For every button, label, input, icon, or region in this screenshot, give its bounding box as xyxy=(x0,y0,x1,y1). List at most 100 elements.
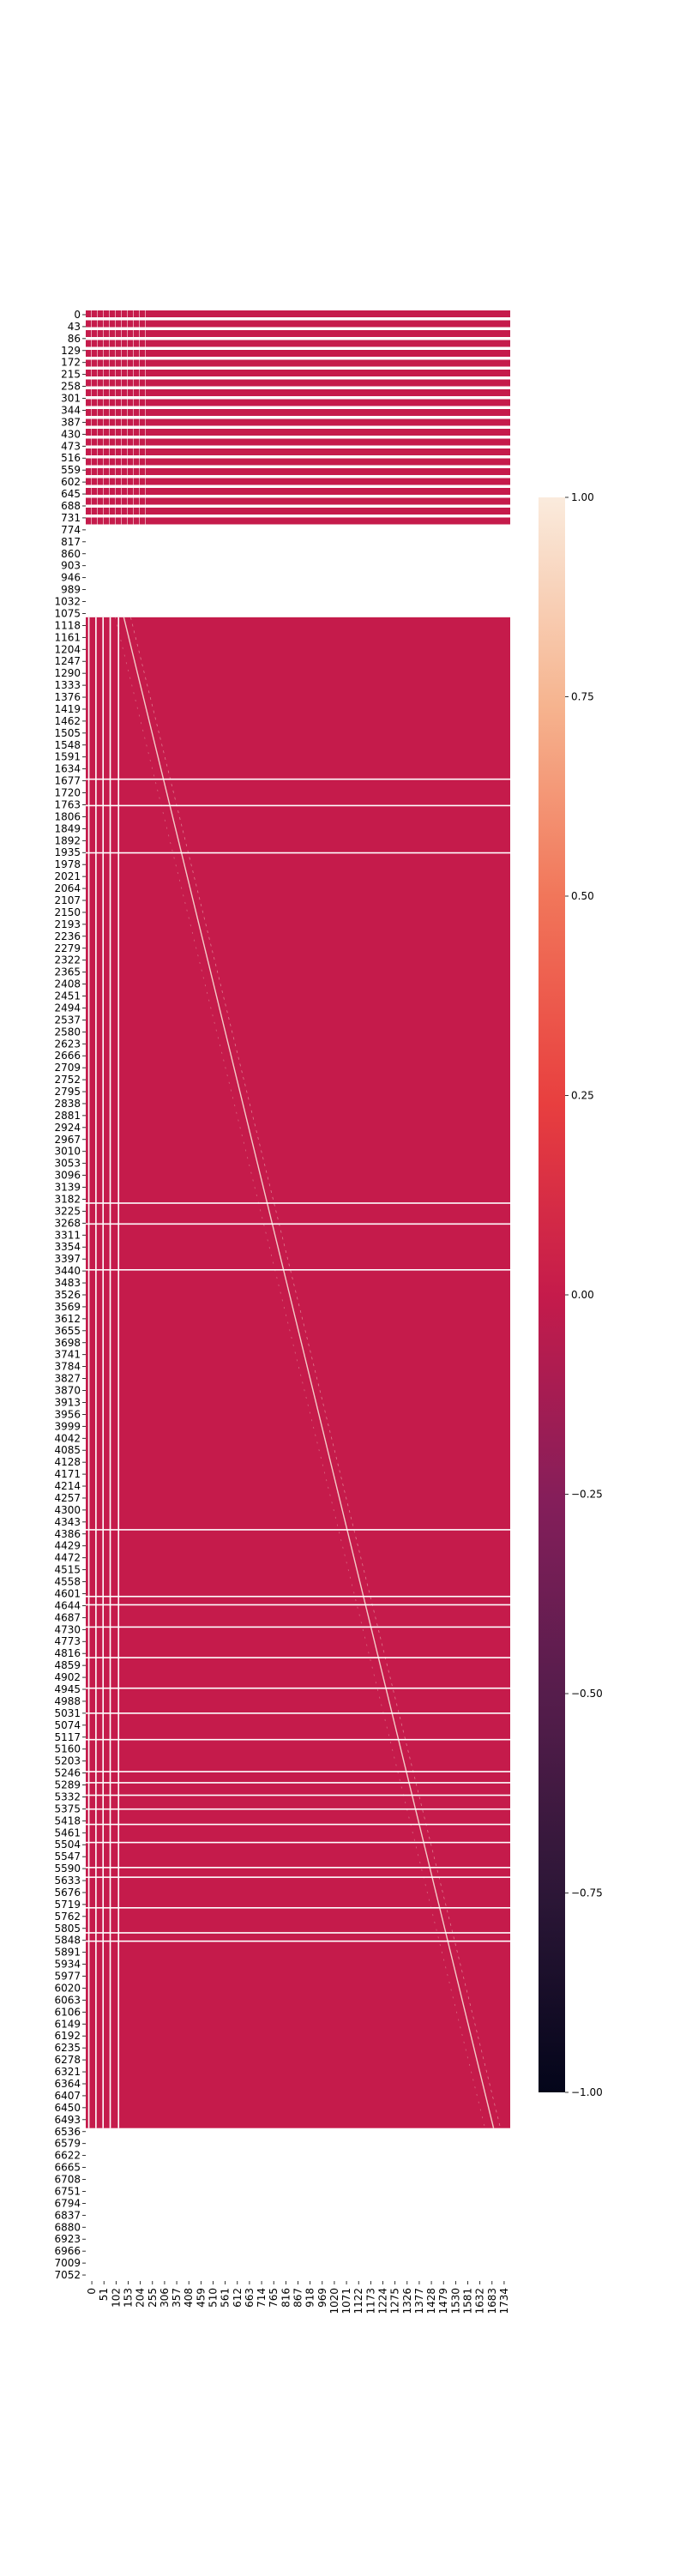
y-tick-label: 1247 xyxy=(54,655,81,667)
y-tick-label: 3311 xyxy=(54,1229,81,1241)
heatmap-stripe-gap xyxy=(91,330,92,337)
y-tick-label: 2666 xyxy=(54,1050,81,1062)
x-tick-label: 357 xyxy=(171,2288,183,2308)
heatmap-stripe-gap xyxy=(109,418,110,426)
y-tick-label: 6708 xyxy=(54,2174,81,2186)
heatmap-stripe-gap xyxy=(133,517,134,525)
y-tick-label: 6966 xyxy=(54,2245,81,2257)
heatmap-stripe-gap xyxy=(103,379,104,387)
heatmap-blank-row xyxy=(86,1771,510,1773)
heatmap-stripe-gap xyxy=(97,448,98,455)
heatmap-stripe-gap xyxy=(127,497,128,505)
heatmap-stripe-gap xyxy=(109,429,110,436)
heatmap-stripe-gap xyxy=(109,340,110,347)
x-tick-label: 510 xyxy=(208,2288,220,2308)
heatmap-stripe-gap xyxy=(121,478,122,485)
heatmap-stripe-gap xyxy=(145,508,146,515)
heatmap-stripe-gap xyxy=(115,508,116,515)
heatmap-stripe-gap xyxy=(121,409,122,416)
heatmap-stripe-gap xyxy=(133,478,134,485)
y-tick-label: 3913 xyxy=(54,1396,81,1408)
x-tick-label: 1581 xyxy=(462,2288,474,2314)
heatmap-stripe-gap xyxy=(133,438,134,446)
y-tick-label: 2451 xyxy=(54,990,81,1002)
heatmap-stripe xyxy=(86,370,510,376)
heatmap-stripe-gap xyxy=(91,379,92,387)
heatmap-stripe-gap xyxy=(127,448,128,455)
x-tick-label: 459 xyxy=(195,2288,207,2308)
y-tick-label: 6622 xyxy=(54,2150,81,2162)
heatmap-stripe-gap xyxy=(109,468,110,475)
heatmap-stripe-gap xyxy=(127,359,128,367)
heatmap-stripe-gap xyxy=(97,508,98,515)
y-tick-label: 387 xyxy=(61,416,81,428)
heatmap-blank-row xyxy=(86,1269,510,1271)
y-tick-label: 6794 xyxy=(54,2197,81,2209)
y-tick-label: 2193 xyxy=(54,918,81,930)
heatmap-blank-row xyxy=(86,1876,510,1878)
y-tick-label: 430 xyxy=(61,428,81,440)
heatmap-stripe-gap xyxy=(121,310,122,317)
heatmap-stripe-gap xyxy=(103,468,104,475)
x-tick-label: 1377 xyxy=(413,2288,425,2314)
heatmap-stripe-gap xyxy=(91,458,92,466)
heatmap-blank-row xyxy=(86,1202,510,1204)
heatmap-stripe-gap xyxy=(91,438,92,446)
x-tick-label: 204 xyxy=(135,2288,147,2308)
y-tick-label: 215 xyxy=(61,369,81,381)
colorbar-tick-label: −0.75 xyxy=(571,1887,603,1899)
y-tick-label: 1505 xyxy=(54,727,81,739)
heatmap-stripe-gap xyxy=(121,418,122,426)
y-tick-label: 5203 xyxy=(54,1755,81,1767)
heatmap-stripe-gap xyxy=(145,478,146,485)
x-tick-label: 561 xyxy=(220,2288,232,2308)
y-tick-label: 5977 xyxy=(54,1971,81,1983)
y-tick-label: 1204 xyxy=(54,643,81,655)
heatmap-stripe-gap xyxy=(139,508,140,515)
heatmap-stripe xyxy=(86,409,510,416)
y-tick-label: 2279 xyxy=(54,942,81,954)
y-tick-label: 2494 xyxy=(54,1002,81,1014)
x-tick-label: 255 xyxy=(147,2288,159,2308)
y-tick-label: 5418 xyxy=(54,1815,81,1827)
colorbar-tick-label: −0.25 xyxy=(571,1489,603,1501)
heatmap-blank-row xyxy=(86,1940,510,1942)
heatmap-stripe xyxy=(86,399,510,406)
y-tick-label: 4042 xyxy=(54,1432,81,1444)
heatmap-stripe-gap xyxy=(133,340,134,347)
y-tick-label: 4687 xyxy=(54,1611,81,1623)
y-axis: 0438612917221525830134438743047351655960… xyxy=(54,309,86,2281)
x-tick-label: 1224 xyxy=(377,2288,389,2314)
y-tick-label: 1634 xyxy=(54,763,81,775)
heatmap-stripe-gap xyxy=(145,310,146,317)
y-tick-label: 2709 xyxy=(54,1062,81,1074)
heatmap-stripe xyxy=(86,438,510,446)
heatmap-stripe-gap xyxy=(91,340,92,347)
heatmap-blank-row xyxy=(86,1906,510,1909)
heatmap-stripe-gap xyxy=(133,409,134,416)
heatmap-stripe-gap xyxy=(133,379,134,387)
heatmap-stripe-gap xyxy=(91,370,92,376)
heatmap-stripe-gap xyxy=(133,497,134,505)
y-tick-label: 3268 xyxy=(54,1217,81,1229)
y-tick-label: 129 xyxy=(61,345,81,357)
y-tick-label: 3741 xyxy=(54,1349,81,1361)
heatmap-stripe-gap xyxy=(127,429,128,436)
colorbar-tick-label: 1.00 xyxy=(571,491,594,503)
heatmap-stripe-gap xyxy=(115,370,116,376)
heatmap-stripe-gap xyxy=(91,497,92,505)
y-tick-label: 1333 xyxy=(54,679,81,691)
y-tick-label: 5246 xyxy=(54,1767,81,1779)
heatmap-stripe-gap xyxy=(139,330,140,337)
y-tick-label: 5074 xyxy=(54,1719,81,1731)
y-tick-label: 2322 xyxy=(54,954,81,966)
y-tick-label: 5289 xyxy=(54,1779,81,1791)
colorbar-gradient xyxy=(539,497,565,2092)
heatmap-stripe-gap xyxy=(109,517,110,525)
heatmap-stripe-gap xyxy=(115,330,116,337)
heatmap-stripe xyxy=(86,389,510,396)
y-tick-label: 3354 xyxy=(54,1241,81,1253)
heatmap-stripe-gap xyxy=(139,497,140,505)
y-tick-label: 946 xyxy=(61,572,81,584)
heatmap-stripe-gap xyxy=(121,497,122,505)
